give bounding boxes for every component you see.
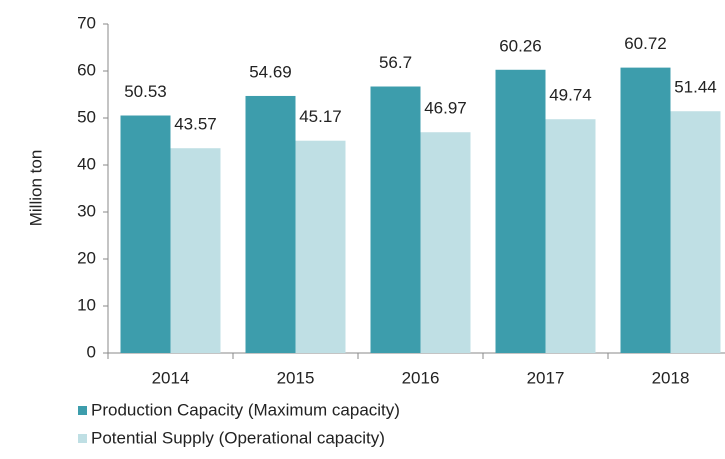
y-tick-label: 40	[77, 154, 96, 173]
y-tick-label: 70	[77, 13, 96, 32]
x-tick-label: 2015	[277, 368, 315, 387]
data-label: 49.74	[549, 86, 592, 105]
data-label: 60.26	[499, 36, 542, 55]
bar	[245, 95, 296, 353]
legend-label: Production Capacity (Maximum capacity)	[91, 400, 400, 419]
data-label: 43.57	[174, 115, 217, 134]
y-tick-label: 50	[77, 107, 96, 126]
bar	[545, 119, 596, 353]
bar	[370, 86, 421, 353]
bar	[120, 115, 171, 353]
x-tick-label: 2014	[152, 368, 190, 387]
data-label: 50.53	[124, 82, 167, 101]
x-tick-label: 2018	[652, 368, 690, 387]
data-label: 45.17	[299, 107, 342, 126]
data-label: 46.97	[424, 99, 467, 118]
data-label: 54.69	[249, 62, 292, 81]
legend-label: Potential Supply (Operational capacity)	[91, 428, 385, 447]
data-label: 60.72	[624, 34, 667, 53]
y-axis-label: Million ton	[26, 150, 45, 227]
data-label: 56.7	[379, 53, 412, 72]
y-tick-label: 20	[77, 248, 96, 267]
legend-swatch	[78, 406, 87, 415]
bar	[495, 69, 546, 353]
bar	[295, 140, 346, 353]
bar	[420, 132, 471, 353]
bar	[170, 148, 221, 353]
bar	[620, 67, 671, 353]
y-tick-label: 0	[87, 342, 96, 361]
y-tick-label: 60	[77, 60, 96, 79]
x-tick-label: 2017	[527, 368, 565, 387]
data-label: 51.44	[674, 78, 717, 97]
legend-swatch	[78, 434, 87, 443]
y-tick-label: 10	[77, 295, 96, 314]
y-tick-label: 30	[77, 201, 96, 220]
bar	[670, 111, 721, 354]
x-tick-label: 2016	[402, 368, 440, 387]
